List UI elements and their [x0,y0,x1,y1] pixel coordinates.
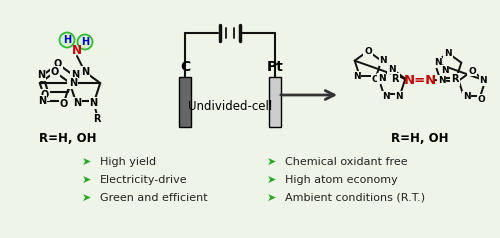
Text: N: N [38,96,46,106]
Text: ➤: ➤ [82,157,90,167]
Text: N: N [463,92,470,101]
Text: N: N [90,98,98,108]
Text: N: N [480,76,487,85]
Circle shape [78,35,92,50]
Text: ➤: ➤ [82,175,90,185]
Text: N: N [68,78,76,88]
Text: Pt: Pt [266,60,283,74]
Text: N: N [81,67,89,77]
Text: C: C [180,60,190,74]
Text: H: H [63,35,71,45]
Text: N: N [378,74,386,83]
Text: R: R [392,74,399,84]
Text: N: N [388,64,396,74]
Text: ➤: ➤ [82,193,90,203]
Text: N=N: N=N [404,74,436,86]
Bar [179,77,191,127]
Circle shape [60,33,74,48]
Text: N: N [444,49,452,58]
Text: N: N [68,78,77,88]
Text: R: R [92,114,100,124]
Text: High yield: High yield [100,157,156,167]
Text: N: N [396,92,403,101]
Text: Chemical oxidant free: Chemical oxidant free [285,157,408,167]
Text: H: H [81,37,89,47]
Text: High atom economy: High atom economy [285,175,398,185]
Text: R=H, OH: R=H, OH [39,132,97,144]
Text: O: O [478,95,485,104]
Text: N: N [72,44,82,56]
Text: O: O [468,66,476,75]
Text: Green and efficient: Green and efficient [100,193,208,203]
Text: O: O [364,46,372,55]
Text: N: N [452,76,459,85]
Text: N: N [438,76,446,85]
Text: N: N [37,70,45,80]
Text: O: O [41,90,49,100]
Text: N: N [74,98,82,108]
Text: N: N [71,70,79,80]
Text: Ambient conditions (R.T.): Ambient conditions (R.T.) [285,193,425,203]
Text: Undivided-cell: Undivided-cell [188,100,272,114]
Text: ➤: ➤ [266,175,276,185]
Bar [269,77,281,127]
Text: O: O [51,67,59,77]
Text: ➤: ➤ [266,157,276,167]
Text: N: N [380,56,387,65]
Text: O: O [60,99,68,109]
Text: O: O [54,59,62,69]
Text: N: N [353,72,360,81]
Text: O: O [372,75,379,84]
Text: Electricity-drive: Electricity-drive [100,175,188,185]
Text: N: N [441,66,448,75]
Text: R=H, OH: R=H, OH [391,132,449,144]
Text: R: R [451,74,458,84]
Text: ➤: ➤ [266,193,276,203]
Text: N: N [382,92,390,101]
Text: N: N [434,58,442,67]
